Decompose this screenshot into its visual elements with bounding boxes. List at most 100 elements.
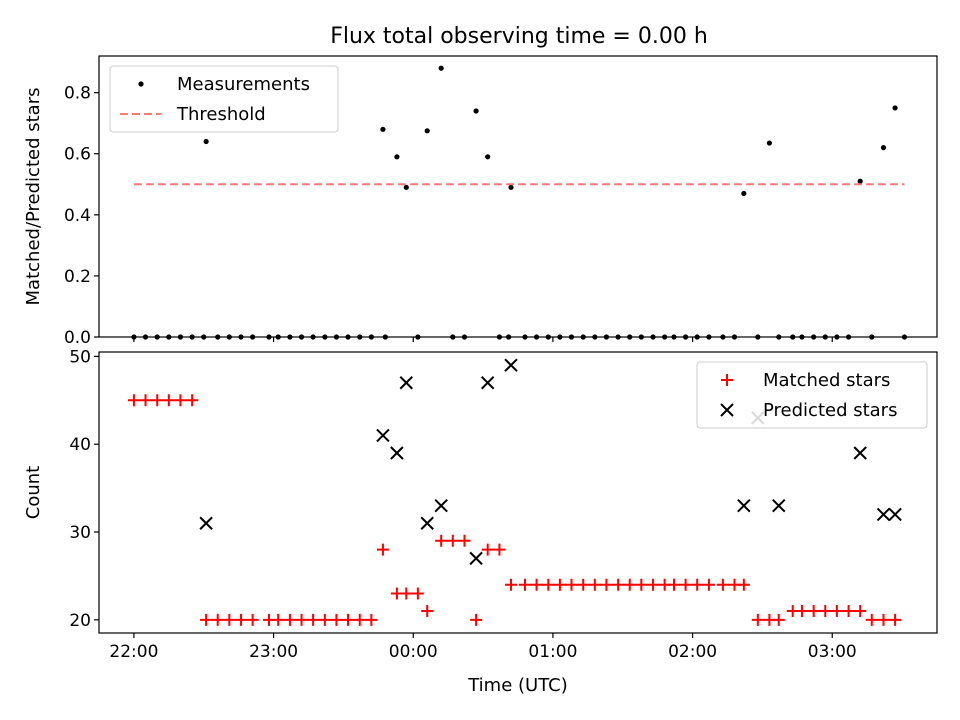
predicted-point	[199, 516, 213, 530]
matched-point	[772, 613, 785, 626]
legend-threshold-label: Threshold	[176, 104, 266, 125]
measurement-point	[380, 126, 386, 132]
matched-point	[400, 587, 413, 600]
predicted-point	[737, 498, 751, 513]
predicted-point	[772, 498, 786, 513]
predicted-point	[504, 358, 518, 372]
matched-point	[647, 578, 660, 591]
matched-point	[518, 578, 531, 591]
matched-point	[819, 605, 832, 618]
matched-point	[139, 394, 152, 407]
matched-point	[530, 578, 543, 591]
matched-point	[272, 613, 285, 626]
measurement-point	[203, 138, 209, 145]
legend-top-box	[109, 65, 339, 133]
matched-point	[716, 578, 729, 591]
matched-point	[737, 578, 750, 591]
matched-point	[600, 578, 613, 591]
series-matched-stars	[127, 394, 902, 626]
measurement-point	[473, 108, 479, 114]
y-tick-label: 20	[69, 611, 91, 631]
predicted-point	[888, 507, 902, 522]
matched-point	[411, 587, 424, 600]
measurement-point	[394, 154, 400, 160]
predicted-point	[876, 507, 891, 522]
measurement-point	[508, 184, 514, 190]
matched-point	[211, 613, 224, 626]
matched-point	[246, 613, 259, 626]
matched-point	[795, 605, 808, 618]
x-tick-label: 00:00	[389, 642, 438, 662]
matched-point	[588, 578, 601, 591]
y-tick-label: 0.8	[64, 84, 91, 104]
matched-point	[542, 578, 555, 591]
matched-point	[200, 613, 213, 626]
legend-measurements-label: Measurements	[177, 74, 310, 95]
matched-point	[481, 543, 494, 556]
y-tick-label: 0.2	[64, 267, 91, 287]
y-tick-label: 0.0	[64, 328, 91, 348]
matched-point	[435, 534, 448, 547]
matched-point	[612, 578, 625, 591]
matched-point	[679, 578, 692, 591]
predicted-point	[469, 551, 483, 566]
measurement-point	[741, 190, 747, 197]
panel-count: 20 30 40 50 22:00 23:00 00:00 01:00 02:00 03:00 Co…	[23, 347, 938, 696]
measurement-point	[892, 105, 898, 111]
legend-predicted-marker	[720, 403, 734, 417]
predicted-point	[376, 428, 390, 443]
series-predicted-stars	[199, 358, 902, 566]
matched-point	[470, 613, 483, 626]
matched-point	[691, 578, 704, 591]
axes-frame	[98, 55, 938, 338]
matched-point	[577, 578, 590, 591]
measurement-point	[880, 145, 887, 151]
matched-point	[307, 613, 320, 626]
matched-point	[842, 605, 855, 618]
matched-point	[318, 613, 331, 626]
legend-measurements-marker	[138, 81, 144, 87]
matched-point	[223, 613, 236, 626]
matched-point	[330, 613, 343, 626]
matched-point	[353, 613, 366, 626]
matched-point	[342, 613, 355, 626]
matched-point	[162, 394, 175, 407]
legend-matched-label: Matched stars	[763, 370, 890, 391]
legend-bottom: Matched stars Predicted stars	[696, 361, 928, 429]
matched-point	[668, 578, 681, 591]
matched-point	[553, 578, 566, 591]
x-axis-label: Time (UTC)	[467, 675, 568, 696]
measurement-point	[766, 140, 773, 146]
measurement-point	[403, 184, 409, 190]
legend-top: Measurements Threshold	[109, 65, 339, 133]
measurement-point	[485, 154, 491, 160]
matched-point	[635, 578, 648, 591]
matched-point	[376, 543, 389, 556]
matched-point	[623, 578, 636, 591]
matched-point	[505, 578, 518, 591]
predicted-point	[399, 376, 413, 390]
matched-point	[283, 613, 296, 626]
measurement-point	[438, 65, 444, 71]
matched-point	[186, 394, 199, 407]
y-tick-label: 50	[69, 347, 91, 367]
chart-title: Flux total observing time = 0.00 h	[330, 24, 708, 49]
legend-matched-marker	[721, 374, 733, 386]
y-tick-label: 0.6	[64, 145, 91, 165]
matched-point	[151, 394, 164, 407]
matched-point	[235, 613, 248, 626]
matched-point	[174, 394, 187, 407]
predicted-point	[480, 376, 495, 390]
x-tick-label: 03:00	[808, 642, 857, 662]
predicted-point	[390, 446, 404, 460]
predicted-point	[434, 498, 448, 513]
matched-point	[865, 613, 878, 626]
y-tick-label: 0.4	[64, 206, 91, 226]
matched-point	[830, 605, 843, 618]
y-tick-label: 30	[69, 523, 91, 543]
x-tick-label: 23:00	[249, 642, 298, 662]
matched-point	[751, 613, 764, 626]
x-tick-label: 02:00	[668, 642, 717, 662]
x-tick-label: 22:00	[109, 642, 158, 662]
